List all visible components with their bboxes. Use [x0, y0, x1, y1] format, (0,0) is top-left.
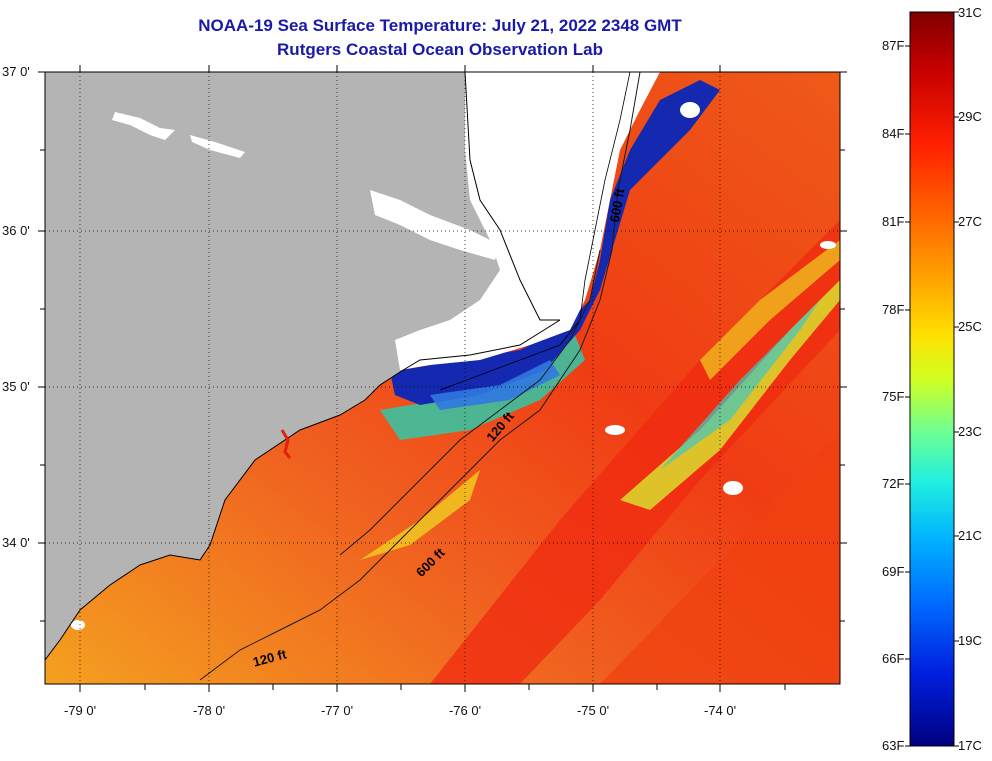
lon-label-76: -76 0'	[448, 703, 482, 718]
coastline-outer-banks	[464, 72, 560, 321]
frame-ticks	[38, 65, 847, 692]
colorbar-label-63f: 63F	[882, 738, 905, 753]
colorbar-label-87f: 87F	[882, 38, 905, 53]
isobath-600ft	[199, 72, 641, 681]
map-subtitle: Rutgers Coastal Ocean Observation Lab	[277, 40, 603, 59]
lat-label-37: 37 0'	[2, 64, 30, 79]
colorbar	[909, 11, 955, 747]
cloud-mask-region	[395, 72, 660, 370]
colorbar-label-25c: 25C	[958, 319, 982, 334]
lat-label-35: 35 0'	[2, 379, 30, 394]
colorbar-label-27c: 27C	[958, 214, 982, 229]
colorbar-label-66f: 66F	[882, 651, 905, 666]
colorbar-label-81f: 81F	[882, 214, 905, 229]
lon-label-77: -77 0'	[320, 703, 354, 718]
cloud-patch-5	[71, 620, 85, 630]
colorbar-label-72f: 72F	[882, 476, 905, 491]
colorbar-label-69f: 69F	[882, 564, 905, 579]
cloud-patch-1	[605, 425, 625, 435]
graticule	[45, 72, 840, 684]
colorbar-label-75f: 75F	[882, 389, 905, 404]
colorbar-label-78f: 78F	[882, 302, 905, 317]
colorbar-label-84f: 84F	[882, 126, 905, 141]
barrier-island-outline	[439, 72, 631, 391]
lon-label-78: -78 0'	[192, 703, 226, 718]
inland-lake-1	[112, 112, 175, 140]
nearshore-cool-band	[380, 335, 585, 440]
inland-lake-2	[190, 135, 245, 158]
cold-upwelling-water	[390, 80, 720, 405]
lon-label-79: -79 0'	[63, 703, 97, 718]
cloud-patch-2	[723, 481, 743, 495]
lon-label-75: -75 0'	[576, 703, 610, 718]
colorbar-label-21c: 21C	[958, 528, 982, 543]
isobath-label-600ft-north: 600 ft	[607, 187, 628, 224]
map-title: NOAA-19 Sea Surface Temperature: July 21…	[198, 16, 682, 35]
colorbar-label-23c: 23C	[958, 424, 982, 439]
lon-label-74: -74 0'	[703, 703, 737, 718]
cool-filament-3	[700, 240, 840, 380]
pamlico-sound-branch	[370, 190, 500, 260]
coastline-carolinas	[45, 319, 561, 661]
red-river-feature	[280, 429, 292, 459]
offshore-warm-area	[600, 430, 840, 684]
isobath-120ft	[339, 249, 601, 556]
colorbar-label-17c: 17C	[958, 738, 982, 753]
colorbar-label-31c: 31C	[958, 5, 982, 20]
map-frame	[44, 71, 841, 685]
cold-transition-band	[430, 360, 560, 410]
lat-label-36: 36 0'	[2, 223, 30, 238]
colorbar-label-29c: 29C	[958, 109, 982, 124]
cool-filament-2	[660, 300, 820, 470]
cloud-patch-3	[680, 102, 700, 118]
lat-label-34: 34 0'	[2, 535, 30, 550]
colorbar-label-19c: 19C	[958, 633, 982, 648]
colorbar-ticks	[905, 11, 959, 747]
cloud-patch-4	[820, 241, 836, 249]
